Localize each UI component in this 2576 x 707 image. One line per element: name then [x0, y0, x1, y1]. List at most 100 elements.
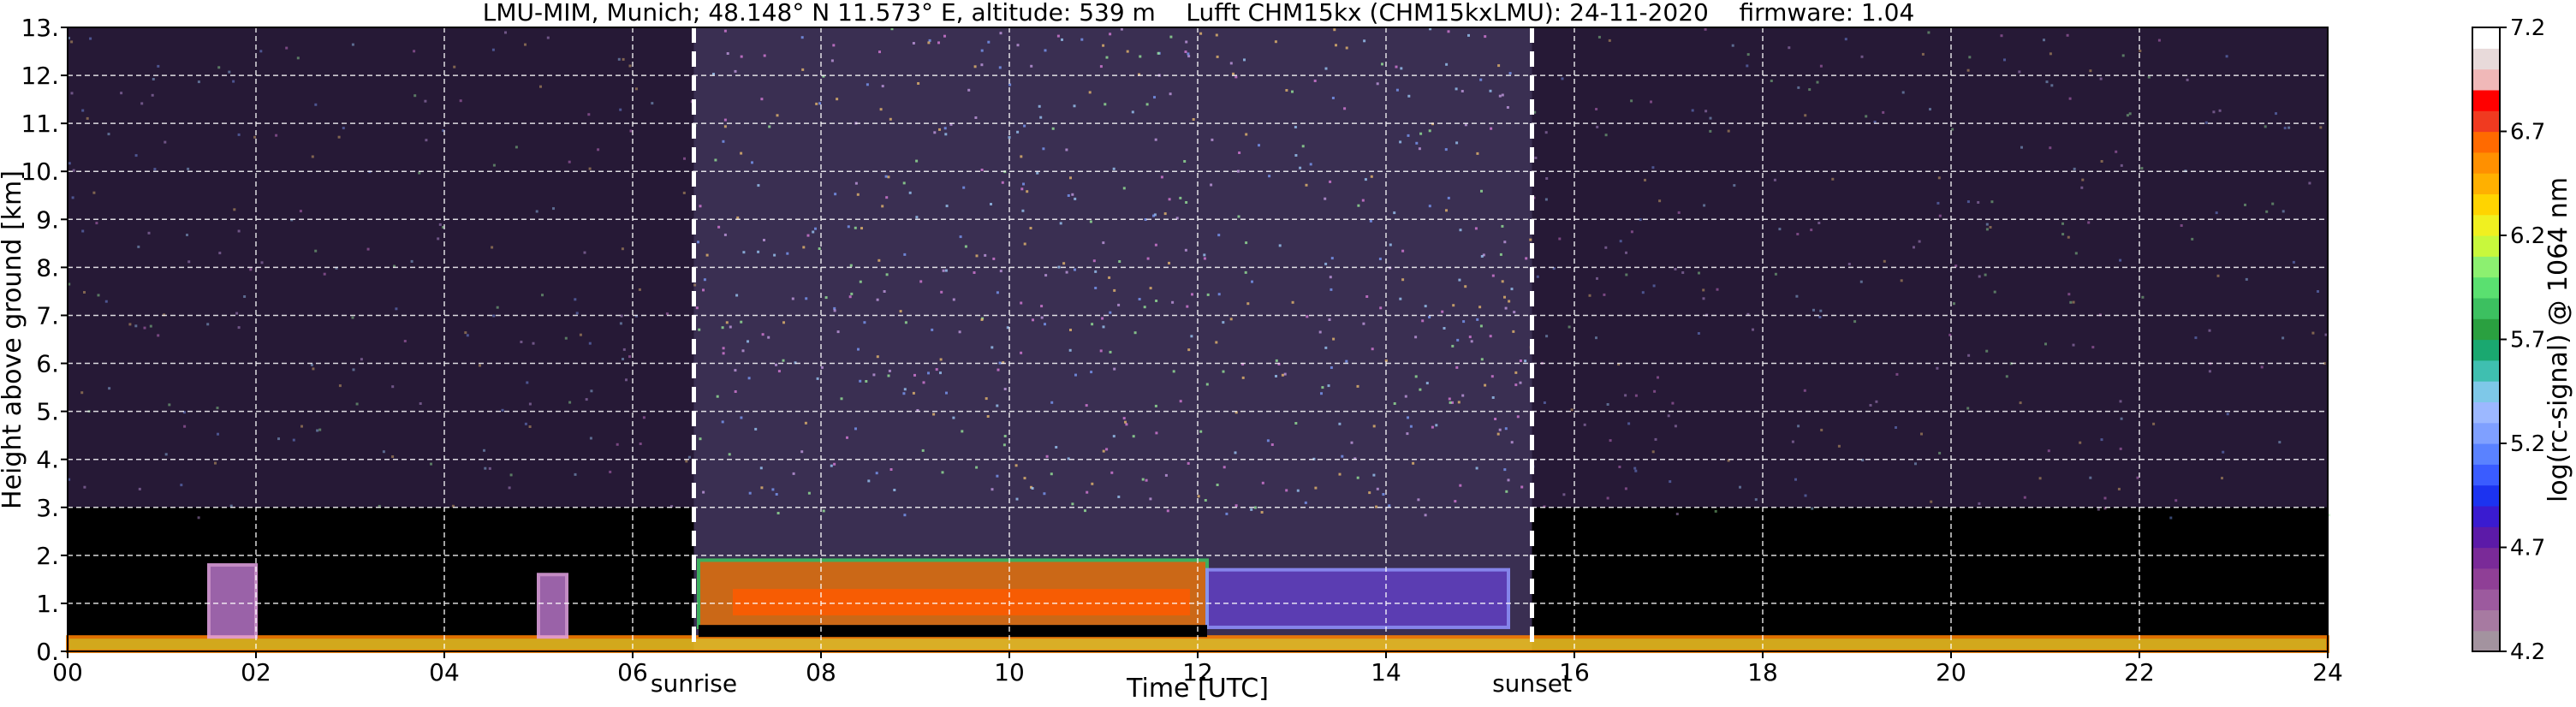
- noise-speckle: [1016, 130, 1020, 134]
- noise-speckle: [824, 296, 828, 300]
- noise-speckle: [1464, 123, 1467, 127]
- noise-speckle: [748, 491, 752, 495]
- noise-speckle: [1954, 264, 1958, 268]
- y-tick-label: 5.: [36, 398, 59, 426]
- noise-speckle: [1094, 287, 1098, 289]
- noise-speckle: [1185, 201, 1188, 204]
- noise-speckle: [1428, 205, 1431, 208]
- noise-speckle: [1241, 362, 1245, 365]
- noise-speckle: [2003, 58, 2006, 62]
- noise-speckle: [1270, 443, 1274, 446]
- noise-speckle: [1510, 288, 1514, 291]
- noise-speckle: [940, 290, 943, 294]
- noise-speckle: [734, 369, 737, 372]
- noise-speckle: [725, 321, 729, 324]
- noise-speckle: [1639, 218, 1642, 222]
- noise-speckle: [1109, 350, 1112, 354]
- noise-speckle: [2019, 401, 2022, 405]
- noise-speckle: [2128, 112, 2132, 116]
- noise-speckle: [2216, 274, 2220, 277]
- noise-speckle: [2119, 258, 2122, 262]
- noise-speckle: [619, 108, 622, 111]
- noise-speckle: [1108, 276, 1111, 279]
- noise-speckle: [1702, 297, 1705, 300]
- noise-speckle: [311, 155, 314, 158]
- noise-speckle: [1746, 64, 1749, 68]
- noise-speckle: [908, 191, 912, 194]
- noise-speckle: [974, 116, 978, 119]
- noise-speckle: [987, 40, 991, 44]
- noise-speckle: [1237, 215, 1240, 218]
- noise-speckle: [97, 294, 100, 297]
- noise-speckle: [157, 64, 160, 68]
- noise-speckle: [492, 314, 496, 318]
- noise-speckle: [984, 253, 987, 257]
- noise-speckle: [1086, 490, 1089, 494]
- noise-speckle: [1861, 459, 1865, 462]
- noise-speckle: [1149, 287, 1152, 290]
- noise-speckle: [1653, 389, 1657, 393]
- noise-speckle: [1314, 486, 1318, 490]
- noise-speckle: [759, 466, 763, 470]
- noise-speckle: [1110, 471, 1114, 474]
- noise-speckle: [717, 225, 721, 229]
- noise-speckle: [942, 269, 945, 272]
- noise-speckle: [800, 450, 804, 454]
- noise-speckle: [1008, 83, 1012, 86]
- noise-speckle: [986, 415, 990, 418]
- noise-speckle: [1966, 200, 1970, 204]
- noise-speckle: [2169, 516, 2173, 520]
- noise-speckle: [1022, 182, 1025, 186]
- noise-speckle: [2292, 260, 2295, 264]
- noise-speckle: [1811, 507, 1814, 510]
- noise-speckle: [806, 234, 810, 237]
- noise-speckle: [801, 68, 805, 71]
- noise-speckle: [588, 167, 592, 170]
- noise-speckle: [2117, 487, 2121, 490]
- noise-speckle: [683, 157, 686, 160]
- noise-speckle: [587, 113, 591, 116]
- noise-speckle: [722, 140, 725, 143]
- noise-speckle: [1401, 249, 1405, 253]
- noise-speckle: [729, 325, 732, 329]
- noise-speckle: [962, 186, 966, 189]
- noise-speckle: [1596, 125, 1599, 128]
- noise-speckle: [879, 108, 883, 111]
- noise-speckle: [1804, 114, 1807, 117]
- noise-speckle: [1634, 469, 1638, 472]
- noise-speckle: [1739, 485, 1741, 489]
- noise-speckle: [1187, 55, 1191, 58]
- noise-speckle: [2208, 329, 2211, 332]
- noise-speckle: [1090, 371, 1093, 374]
- noise-speckle: [2100, 438, 2103, 442]
- noise-speckle: [2074, 252, 2078, 255]
- noise-speckle: [1921, 52, 1925, 56]
- noise-speckle: [1122, 417, 1126, 420]
- noise-speckle: [2023, 496, 2026, 499]
- noise-speckle: [1746, 312, 1750, 316]
- noise-speckle: [134, 154, 138, 157]
- noise-speckle: [2047, 449, 2050, 453]
- noise-speckle: [197, 80, 200, 84]
- noise-speckle: [990, 203, 992, 205]
- noise-speckle: [187, 167, 190, 170]
- y-tick-label: 6.: [36, 350, 59, 378]
- noise-speckle: [1091, 323, 1094, 326]
- noise-speckle: [1859, 280, 1863, 283]
- noise-speckle: [912, 42, 915, 45]
- noise-speckle: [259, 50, 263, 53]
- noise-speckle: [1074, 373, 1077, 377]
- noise-speckle: [1714, 509, 1717, 513]
- noise-speckle: [120, 92, 123, 95]
- noise-speckle: [2311, 331, 2315, 335]
- noise-speckle: [830, 464, 833, 467]
- noise-speckle: [1101, 317, 1104, 320]
- noise-speckle: [1882, 110, 1885, 114]
- noise-speckle: [1414, 336, 1418, 339]
- noise-speckle: [314, 103, 318, 106]
- noise-speckle: [151, 93, 154, 97]
- noise-speckle: [889, 468, 893, 471]
- noise-speckle: [1050, 401, 1054, 404]
- noise-speckle: [249, 268, 253, 271]
